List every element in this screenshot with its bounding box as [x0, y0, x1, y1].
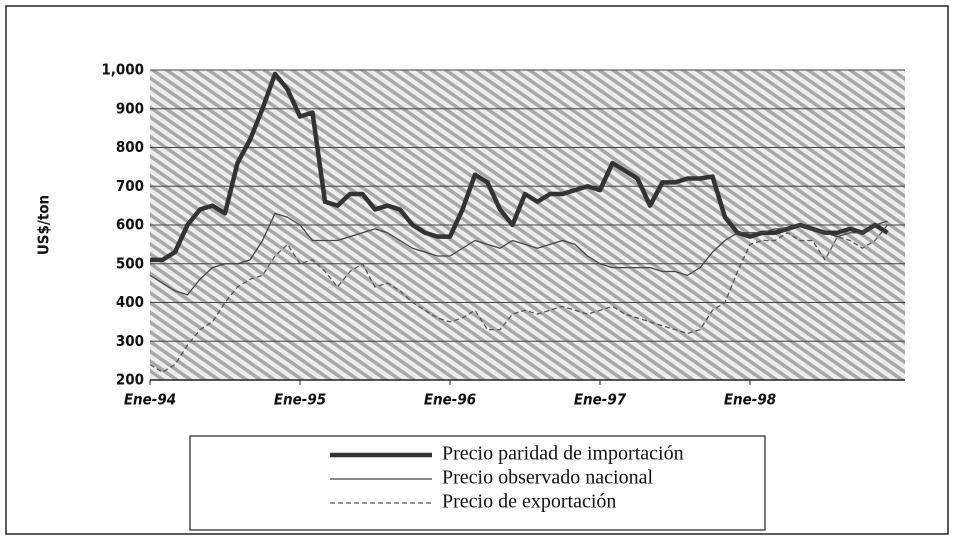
y-tick-label: 700 [116, 177, 144, 195]
line-series [149, 224, 889, 373]
y-tick-label: 1,000 [101, 61, 144, 79]
x-tick-label: Ene-94 [124, 391, 176, 409]
x-tick-label: Ene-95 [274, 391, 326, 409]
legend [189, 435, 766, 531]
legend-label: Precio paridad de importación [442, 443, 684, 465]
y-tick-label: 600 [116, 216, 144, 234]
y-axis-label: US$/ton [35, 195, 53, 255]
y-tick-label: 200 [116, 371, 144, 389]
legend-label: Precio observado nacional [442, 467, 653, 489]
y-tick-label: 300 [116, 332, 144, 350]
y-tick-label: 500 [116, 254, 144, 272]
x-tick-label: Ene-96 [424, 391, 476, 409]
y-tick-label: 400 [116, 293, 144, 311]
legend-label: Precio de exportación [442, 491, 616, 513]
x-tick-label: Ene-98 [724, 391, 776, 409]
x-tick-label: Ene-97 [574, 391, 627, 409]
y-tick-label: 900 [116, 99, 144, 117]
frame [5, 5, 949, 535]
line-series [149, 212, 888, 296]
y-tick-label: 800 [116, 138, 144, 156]
